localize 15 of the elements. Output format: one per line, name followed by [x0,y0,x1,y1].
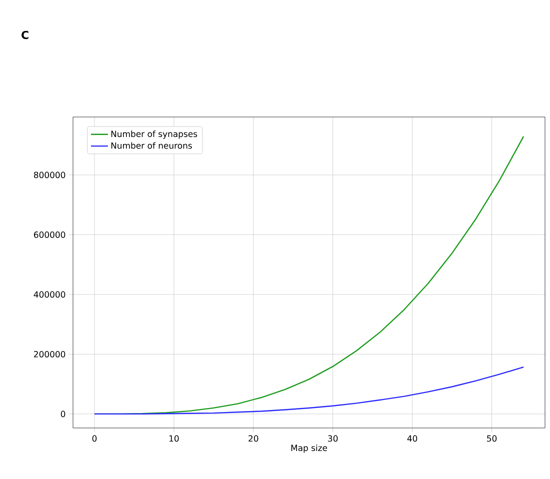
x-tick-label: 30 [328,435,338,442]
y-tick-label: 600000 [34,232,66,238]
y-tick-label: 0 [60,410,66,418]
legend-label: Number of neurons [111,142,192,149]
text: C [22,30,28,40]
y-tick-label: 200000 [34,350,66,358]
x-tick-label: 0 [92,435,97,442]
x-tick-label: 20 [248,435,258,442]
y-tick-label: 400000 [34,291,66,298]
x-axis-title: Map size [291,444,328,453]
x-tick-label: 40 [407,435,418,442]
y-tick-label: 800000 [34,172,66,178]
x-tick-label: 10 [169,435,179,442]
x-tick-label: 50 [487,435,497,442]
legend-label: Number of synapses [111,130,198,139]
